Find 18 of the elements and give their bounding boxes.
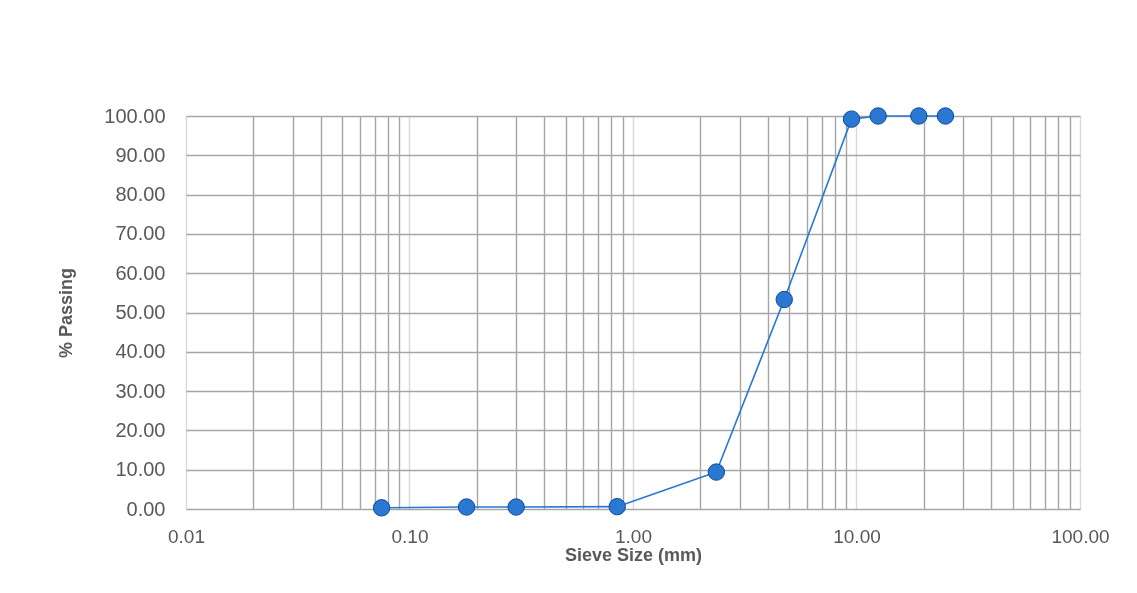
y-tick-label: 60.00 [115,261,166,284]
y-tick-label: 80.00 [115,183,166,206]
y-axis-title: % Passing [56,267,77,359]
y-tick-label: 50.00 [115,301,166,323]
y-tick-label: 30.00 [115,379,166,402]
x-tick-label: 0.01 [168,525,205,547]
y-tick-label: 100.00 [104,104,166,127]
x-axis-title: Sieve Size (mm) [564,544,703,565]
y-tick-label: 0.00 [126,497,166,520]
y-tick-label: 70.00 [115,222,166,245]
y-tick-label: 10.00 [115,458,166,481]
y-tick-label: 40.00 [115,340,166,363]
x-tick-label: 100.00 [1051,525,1110,547]
x-tick-label: 10.00 [833,525,881,547]
x-tick-label: 0.10 [391,525,429,547]
y-tick-label: 20.00 [115,418,166,441]
x-tick-label: 1.00 [615,525,652,547]
y-tick-label: 90.00 [115,143,166,166]
